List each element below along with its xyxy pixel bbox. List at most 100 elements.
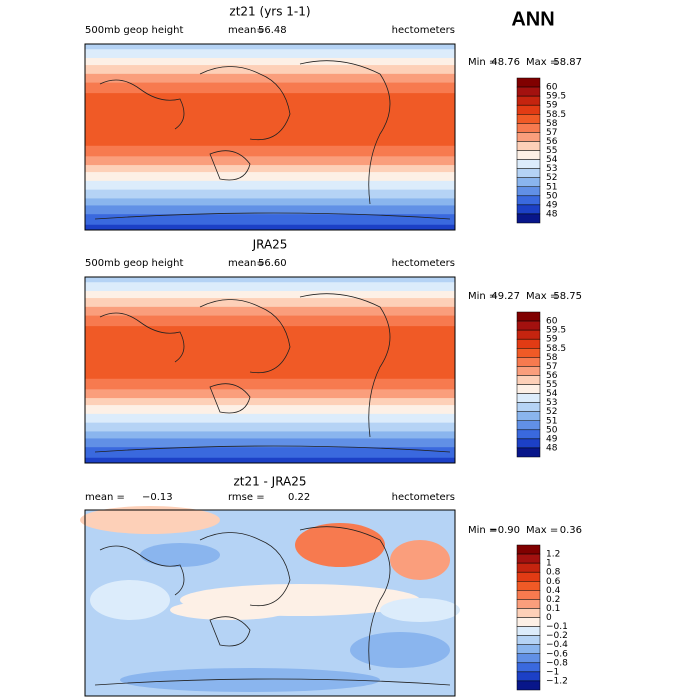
colorbar-box — [516, 77, 541, 88]
contour-band — [85, 291, 455, 299]
colorbar-label: 58 — [546, 119, 558, 129]
colorbar-box — [516, 123, 541, 133]
contour-band — [85, 389, 455, 399]
contour-band — [85, 431, 455, 439]
contour-band — [85, 73, 455, 84]
colorbar-box — [516, 590, 541, 600]
contour-band — [85, 44, 455, 50]
field-name: 500mb geop height — [85, 25, 183, 36]
contour-band — [85, 180, 455, 191]
contour-band — [85, 58, 455, 66]
contour-band — [85, 315, 455, 327]
colorbar-label: −1.2 — [546, 676, 568, 686]
colorbar-label: −0.6 — [546, 649, 568, 659]
colorbar-label: 48 — [546, 209, 558, 219]
colorbar-box — [516, 420, 541, 431]
colorbar-box — [516, 571, 541, 582]
contour-blob — [390, 540, 450, 580]
units: hectometers — [392, 492, 455, 503]
colorbar-box — [516, 635, 541, 645]
colorbar-label: −0.1 — [546, 622, 568, 632]
colorbar-label: 58 — [546, 353, 558, 363]
min-value: 49.27 — [491, 291, 520, 302]
colorbar-label: 60 — [546, 317, 558, 327]
contour-blob — [380, 598, 460, 622]
colorbar-box — [516, 177, 541, 187]
contour-band — [85, 189, 455, 199]
rmse-label: rmse = — [228, 492, 265, 503]
colorbar-label: 55 — [546, 380, 557, 390]
contour-band — [85, 224, 455, 231]
min-label: Min = — [468, 291, 497, 302]
colorbar-box — [516, 617, 541, 627]
contour-band — [85, 413, 455, 424]
colorbar-box — [516, 311, 541, 322]
max-value: 58.87 — [553, 57, 582, 68]
colorbar-box — [516, 562, 541, 573]
contour-band — [85, 398, 455, 406]
colorbar-label: 55 — [546, 146, 557, 156]
colorbar-box — [516, 329, 541, 340]
contour-band — [85, 422, 455, 432]
mean-label: mean = — [85, 492, 125, 503]
colorbar-box — [516, 599, 541, 609]
colorbar-box — [516, 375, 541, 385]
colorbar-box — [516, 653, 541, 664]
map-frame — [84, 509, 456, 697]
mean-value: −0.13 — [142, 492, 173, 503]
contour-band — [85, 405, 455, 415]
contour-band — [85, 198, 455, 206]
colorbar-box — [516, 626, 541, 636]
colorbar-label: 54 — [546, 389, 558, 399]
min-label: Min = — [468, 57, 497, 68]
colorbar-label: 0.4 — [546, 586, 561, 596]
colorbar-box — [516, 662, 541, 673]
colorbar-label: −0.4 — [546, 640, 568, 650]
mean-value: 56.60 — [258, 258, 287, 269]
colorbar-label: 60 — [546, 83, 558, 93]
colorbar-label: 59 — [546, 335, 558, 345]
colorbar-box — [516, 204, 541, 215]
contour-band — [85, 93, 455, 147]
colorbar-label: 51 — [546, 182, 557, 192]
max-label: Max = — [526, 291, 558, 302]
contour-band — [85, 165, 455, 173]
contour-band — [85, 447, 455, 459]
colorbar-box — [516, 213, 541, 224]
contour-band — [85, 306, 455, 317]
colorbar-label: 59.5 — [546, 326, 566, 336]
colorbar-box — [516, 338, 541, 349]
colorbar-label: 48 — [546, 443, 558, 453]
colorbar-label: 1 — [546, 559, 552, 569]
contour-blob — [140, 543, 220, 567]
colorbar-label: 52 — [546, 173, 557, 183]
contour-band — [85, 298, 455, 308]
colorbar-box — [516, 357, 541, 367]
max-value: 58.75 — [553, 291, 582, 302]
season-label: ANN — [511, 8, 554, 30]
colorbar-label: 0.1 — [546, 604, 560, 614]
contour-band — [85, 172, 455, 182]
colorbar-label: 56 — [546, 137, 558, 147]
colorbar-box — [516, 393, 541, 403]
panel-title: zt21 - JRA25 — [233, 475, 306, 489]
max-label: Max = — [526, 57, 558, 68]
contour-band — [85, 326, 455, 380]
contour-band — [85, 277, 455, 283]
colorbar-label: 0 — [546, 613, 552, 623]
colorbar-label: 53 — [546, 398, 557, 408]
colorbar-label: −0.8 — [546, 658, 568, 668]
colorbar-box — [516, 114, 541, 124]
colorbar-box — [516, 447, 541, 458]
colorbar-label: 58.5 — [546, 344, 566, 354]
colorbar-box — [516, 150, 541, 160]
colorbar-box — [516, 644, 541, 654]
max-value: 0.36 — [560, 525, 582, 536]
colorbar-label: 59 — [546, 101, 558, 111]
map-field — [85, 44, 455, 231]
contour-band — [85, 65, 455, 75]
rmse-value: 0.22 — [288, 492, 310, 503]
colorbar-label: 52 — [546, 407, 557, 417]
colorbar-label: 57 — [546, 362, 557, 372]
